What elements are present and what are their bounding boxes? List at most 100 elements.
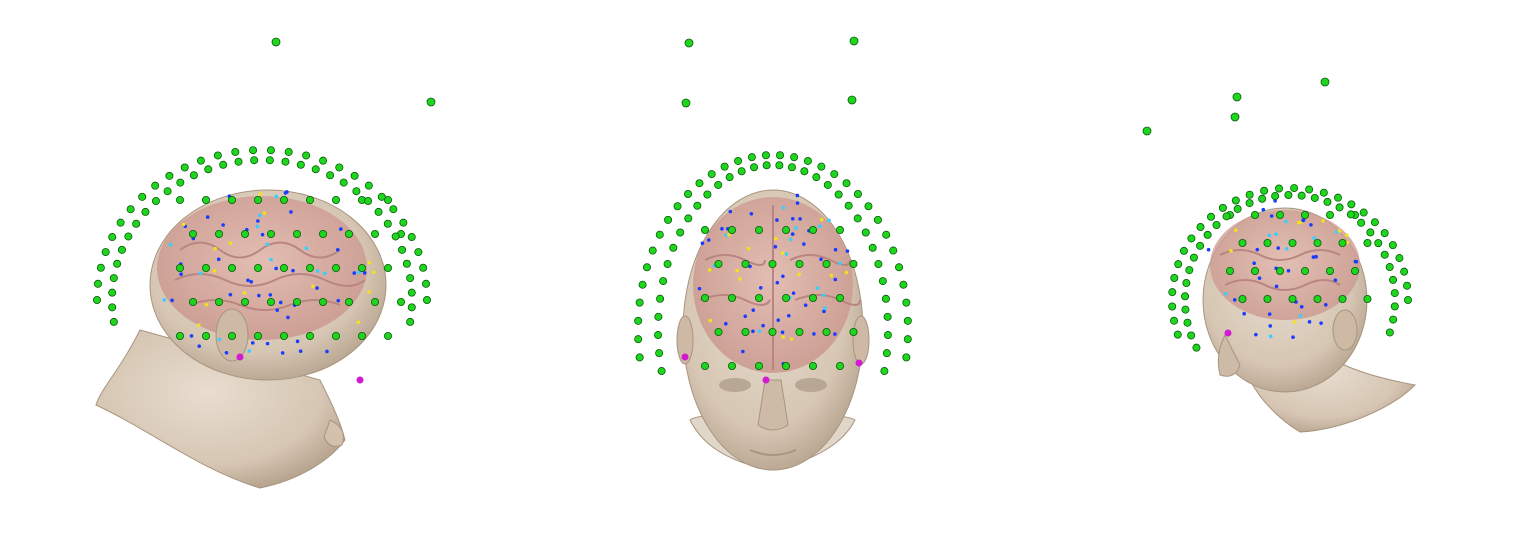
marker-dot (833, 332, 837, 336)
marker-dot (855, 359, 863, 367)
marker-dot (746, 246, 751, 251)
sensor-dot (1313, 294, 1322, 303)
sensor-dot (701, 361, 710, 370)
marker-dot (217, 337, 222, 342)
sensor-dot (419, 263, 428, 272)
marker-dot (269, 257, 273, 262)
sensor-dot (853, 189, 862, 198)
sensor-dot (1196, 241, 1205, 250)
sensor-dot (882, 349, 891, 358)
sensor-dot (189, 171, 198, 180)
sensor-dot (1326, 210, 1335, 219)
sensor-dot (414, 248, 423, 257)
marker-dot (1337, 229, 1342, 233)
sensor-dot (1288, 238, 1297, 247)
sensor-dot (124, 232, 133, 241)
marker-dot (352, 271, 357, 275)
sensor-dot (648, 246, 657, 255)
marker-dot (255, 224, 260, 229)
marker-dot (291, 268, 295, 273)
sensor-dot (109, 274, 118, 283)
marker-dot (798, 217, 802, 221)
sensor-dot (109, 317, 118, 326)
sensor-dot (684, 189, 693, 198)
sensor-dot (279, 195, 288, 204)
marker-dot (298, 349, 303, 353)
sensor-dot (296, 160, 305, 169)
marker-dot (1224, 291, 1228, 296)
marker-dot (265, 341, 270, 346)
sensor-dot (227, 263, 236, 272)
sensor-dot (1245, 190, 1254, 199)
marker-dot (761, 323, 765, 328)
marker-dot (285, 190, 289, 194)
sensor-dot (676, 228, 685, 237)
marker-dot (821, 293, 826, 298)
marker-dot (1354, 259, 1359, 264)
sensor-dot (1319, 188, 1328, 197)
marker-dot (221, 223, 225, 227)
marker-dot (1292, 320, 1297, 324)
marker-dot (242, 291, 247, 295)
marker-dot (265, 242, 270, 247)
sensor-dot (654, 312, 663, 321)
marker-dot (829, 273, 834, 278)
sensor-dot (755, 361, 764, 370)
sensor-dot (1174, 260, 1183, 269)
head-view-left (93, 37, 436, 489)
marker-dot (1229, 249, 1233, 253)
sensor-dot (903, 316, 912, 325)
sensor-dot (1346, 210, 1355, 219)
sensor-dot (762, 161, 771, 170)
sensor-cloud-left (93, 37, 436, 384)
marker-dot (781, 205, 786, 210)
marker-dot (295, 339, 300, 344)
sensor-dot (659, 277, 668, 286)
head-view-front (634, 36, 912, 471)
sensor-dot (1185, 266, 1194, 275)
sensor-cloud-right (1142, 77, 1413, 352)
marker-dot (262, 211, 267, 215)
marker-dot (322, 271, 327, 276)
sensor-dot (165, 171, 174, 180)
sensor-dot (227, 195, 236, 204)
marker-dot (1252, 261, 1256, 266)
sensor-dot (800, 167, 809, 176)
sensor-dot (1390, 289, 1399, 298)
sensor-dot (842, 179, 851, 188)
marker-dot (1254, 332, 1258, 337)
sensor-dot (790, 153, 799, 162)
sensor-dot (1238, 238, 1247, 247)
sensor-dot (1142, 126, 1152, 136)
sensor-dot (318, 297, 327, 306)
sensor-dot (836, 361, 845, 370)
marker-dot (781, 335, 786, 339)
marker-dot (197, 344, 202, 348)
sensor-dot (201, 331, 210, 340)
marker-dot (1268, 324, 1273, 328)
sensor-dot (684, 214, 693, 223)
sensor-dot (1357, 218, 1366, 227)
sensor-dot (1179, 246, 1188, 255)
marker-dot (1333, 278, 1338, 282)
sensor-dot (782, 361, 791, 370)
marker-dot (228, 241, 233, 245)
sensor-dot (93, 295, 102, 304)
sensor-dot (141, 207, 150, 216)
sensor-dot (214, 229, 223, 238)
sensor-dot (1207, 212, 1216, 221)
sensor-dot (1380, 250, 1389, 259)
sensor-dot (188, 229, 197, 238)
marker-dot (758, 286, 763, 290)
sensor-dot (1212, 221, 1221, 230)
sensor-dot (817, 162, 826, 171)
sensor-dot (1389, 315, 1398, 324)
sensor-dot (695, 179, 704, 188)
sensor-dot (319, 156, 328, 165)
marker-dot (250, 341, 255, 345)
marker-dot (795, 193, 800, 198)
sensor-dot (227, 331, 236, 340)
sensor-dot (284, 147, 293, 156)
sensor-dot (1181, 305, 1190, 314)
